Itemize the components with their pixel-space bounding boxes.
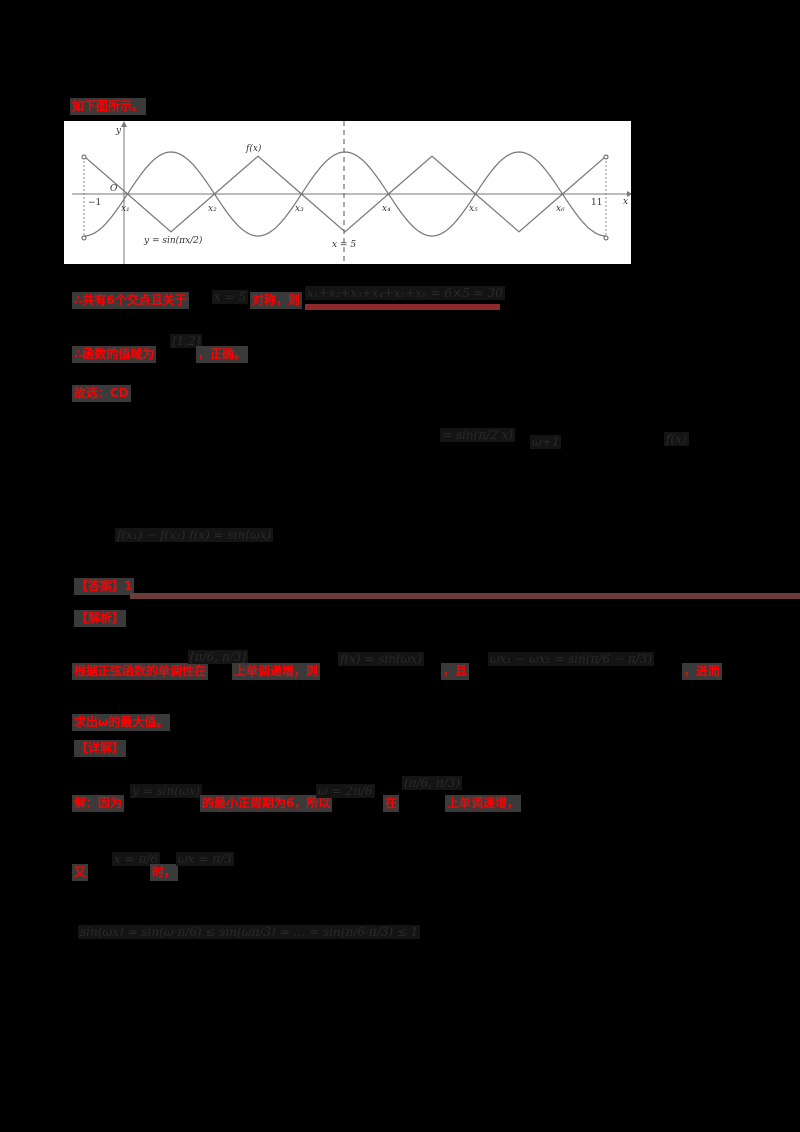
answer-label: 【答案】1 — [74, 578, 135, 595]
line1-text-b: 对称，则 — [250, 292, 303, 309]
line6-math1: y = sin(ωx) — [130, 784, 203, 798]
x2-label: x₂ — [208, 204, 217, 214]
y-axis-arrow-icon — [121, 121, 127, 127]
x6-label: x₆ — [556, 204, 565, 214]
analysis-label: 【解析】 — [74, 610, 127, 627]
sin-label: y = sin(πx/2) — [143, 235, 203, 246]
line6-text: 解：因为 — [72, 795, 125, 812]
f-label: f(x) — [245, 143, 262, 154]
line6-text-d: 上单调递增， — [445, 795, 522, 812]
line4-text-b: 上单调递增，则 — [232, 663, 321, 680]
line7-math2: ωx = π/3 — [176, 852, 234, 866]
origin-label: O — [110, 184, 118, 194]
intro-text: 如下图所示。 — [70, 98, 147, 115]
line4-math2: f(x) = sin(ωx) — [338, 652, 424, 666]
function-graph: y x O −1 11 f(x) y = sin(πx/2) x = 5 x₁ … — [64, 121, 631, 264]
line6-math3: (π/6, π/3) — [402, 776, 463, 790]
math-fragment-3: f(x) — [664, 432, 689, 446]
line5-text: 求出ω的最大值。 — [72, 714, 171, 731]
graph-svg: y x O −1 11 f(x) y = sin(πx/2) x = 5 x₁ … — [72, 121, 631, 264]
line4-text: 根据正弦函数的单调性在 — [72, 663, 209, 680]
line1-text: ∴共有6个交点且关于 — [72, 292, 189, 309]
choice-text: 故选：CD — [72, 385, 131, 402]
tick-right: 11 — [591, 198, 602, 208]
line1-math: x = 5 — [212, 290, 249, 304]
x4-label: x₄ — [382, 204, 391, 214]
highlight-underline — [305, 304, 500, 310]
answer-rule — [130, 593, 800, 599]
symmetry-label: x = 5 — [332, 240, 356, 250]
x5-label: x₅ — [469, 204, 478, 214]
line2-text-b: ，正确。 — [196, 346, 249, 363]
line1-math2: x₁+x₂+x₃+x₄+x₅+x₆ = 6×5 = 30 — [305, 286, 505, 300]
line8-math: sin(ωx) = sin(ω·π/6) ≤ sin(ωπ/3) = … = s… — [78, 925, 421, 939]
detail-label: 【详解】 — [74, 740, 127, 757]
line6-math2: ω = 2π/6 — [316, 784, 375, 798]
math-fragment-2: ω+1 — [530, 435, 562, 449]
line4-math1: [π/6, π/3] — [188, 650, 249, 664]
x-axis-label: x — [623, 197, 628, 207]
x-axis-arrow-icon — [627, 191, 631, 197]
sine-curve — [83, 151, 607, 237]
line7-text-a: 又 — [72, 864, 89, 881]
y-axis-label: y — [115, 126, 122, 136]
line7-math1: x = π/6 — [112, 852, 161, 866]
math-fragment-4: f(x₁) − f(x₂) f(x) = sin(ωx) — [115, 528, 274, 542]
line4-math3: ωx₁ − ωx₂ = sin(π/6 − π/3) — [488, 652, 654, 666]
line2-text: ∴函数的值域为 — [72, 346, 157, 363]
x1-label: x₁ — [121, 204, 130, 214]
line4-text-d: ，进而 — [682, 663, 723, 680]
line7-text-b: 时， — [150, 864, 179, 881]
line4-text-c: ，且 — [441, 663, 470, 680]
f-curve — [83, 155, 607, 233]
line6-text-b: 的最小正周期为6，所以 — [200, 795, 333, 812]
x3-label: x₃ — [295, 204, 304, 214]
line6-text-c: 在 — [383, 795, 400, 812]
math-fragment-1: = sin(π/2 x) — [440, 428, 516, 442]
tick-left: −1 — [88, 198, 101, 208]
line2-math: [1,2] — [170, 334, 203, 348]
